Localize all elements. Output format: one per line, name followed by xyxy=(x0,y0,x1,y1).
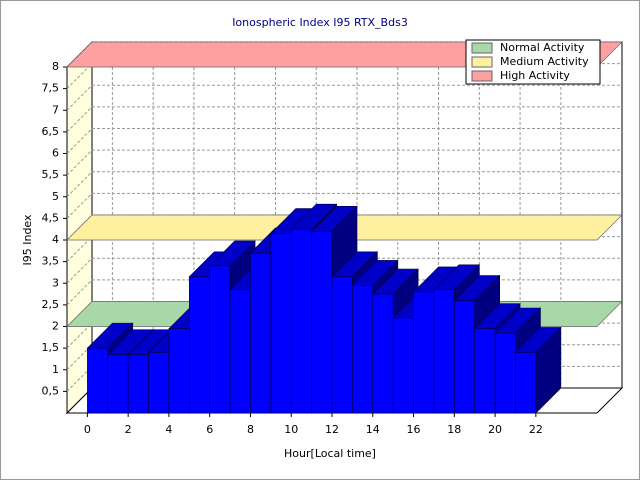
bar-front xyxy=(515,352,537,414)
legend-label: Normal Activity xyxy=(500,41,585,54)
bar-front xyxy=(270,233,292,414)
grid-line xyxy=(66,193,93,219)
x-tick-label: 14 xyxy=(366,423,380,436)
bar-front xyxy=(107,354,129,414)
x-tick-label: 20 xyxy=(488,423,502,436)
x-tick-label: 6 xyxy=(206,423,213,436)
bar xyxy=(514,326,562,414)
y-tick-label: 2,5 xyxy=(42,298,60,311)
y-tick-label: 3 xyxy=(52,276,59,289)
x-tick-label: 4 xyxy=(165,423,172,436)
x-tick-label: 0 xyxy=(84,423,91,436)
chart-title: Ionospheric Index I95 RTX_Bds3 xyxy=(232,16,408,29)
grid-line xyxy=(66,279,93,306)
legend-swatch xyxy=(471,70,493,82)
x-tick-label: 22 xyxy=(529,423,543,436)
grid-line xyxy=(66,84,93,111)
x-tick-label: 16 xyxy=(407,423,421,436)
bar-front xyxy=(87,347,109,414)
bar-front xyxy=(311,231,333,414)
bar-front xyxy=(168,328,190,414)
grid-line xyxy=(66,344,93,371)
bar-front xyxy=(454,300,475,414)
y-tick-label: 3,5 xyxy=(42,255,60,268)
y-tick-label: 2 xyxy=(52,320,59,333)
bar-front xyxy=(372,293,394,414)
legend-label: High Activity xyxy=(500,69,570,82)
plot: 0,5 1 1,5 2 2,5 3 3,5 4 4,5 5 5,5 6 6,5 7 7,5 8 0 2 4 6 8 10 1… xyxy=(42,40,624,436)
bar-front xyxy=(148,352,170,414)
grid-line xyxy=(66,106,93,133)
grid-line xyxy=(66,322,93,349)
bar-front xyxy=(413,291,435,414)
grid-line xyxy=(66,366,93,392)
y-tick-label: 6,5 xyxy=(42,125,60,138)
x-tick-label: 18 xyxy=(447,423,461,436)
y-tick-label: 5 xyxy=(52,190,59,203)
y-tick-label: 5,5 xyxy=(42,168,60,181)
grid-line xyxy=(66,171,93,198)
y-tick-label: 8 xyxy=(52,60,59,73)
x-tick-label: 2 xyxy=(125,423,132,436)
bar-front xyxy=(392,317,414,414)
bar-front xyxy=(290,228,312,414)
legend-swatch xyxy=(471,42,493,54)
y-tick-label: 1 xyxy=(52,363,59,376)
bar-front xyxy=(474,328,496,414)
y-tick-label: 4,5 xyxy=(42,211,60,224)
x-tick-label: 8 xyxy=(247,423,254,436)
y-tick-label: 1,5 xyxy=(42,341,60,354)
y-axis-label: I95 Index xyxy=(21,214,34,266)
bar-front xyxy=(494,332,516,414)
bar-front xyxy=(250,252,272,414)
x-tick-label: 12 xyxy=(325,423,339,436)
bar-front xyxy=(352,285,374,414)
x-tick-label: 10 xyxy=(284,423,298,436)
bar-front xyxy=(229,289,251,414)
grid-line xyxy=(66,236,93,262)
bar-front xyxy=(189,276,210,414)
y-tick-label: 0,5 xyxy=(42,384,60,397)
x-axis-label: Hour[Local time] xyxy=(284,447,376,460)
y-tick-label: 4 xyxy=(52,233,59,246)
bar-front xyxy=(331,276,353,414)
y-tick-label: 6 xyxy=(52,147,59,160)
bar-front xyxy=(209,265,231,414)
grid-line xyxy=(66,128,93,154)
y-tick-label: 7,5 xyxy=(42,82,60,95)
grid-line xyxy=(66,149,93,176)
y-tick-label: 7 xyxy=(52,103,59,116)
bar-front xyxy=(127,354,149,414)
bar-front xyxy=(433,289,455,414)
grid-line xyxy=(66,257,93,284)
legend-label: Medium Activity xyxy=(500,55,589,68)
grid-line xyxy=(66,63,93,89)
legend-swatch xyxy=(471,56,493,68)
